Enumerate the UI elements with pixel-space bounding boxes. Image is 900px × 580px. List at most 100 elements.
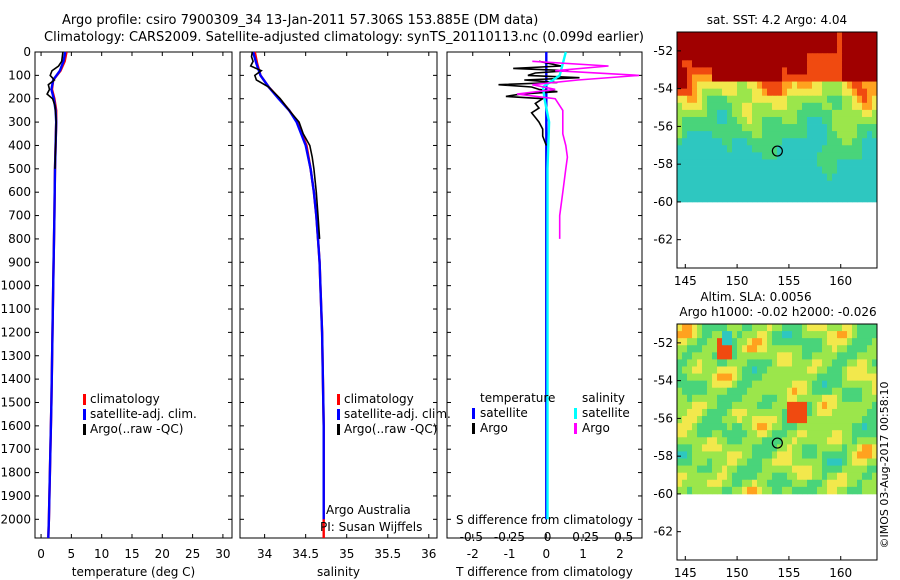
sla_map-cell bbox=[847, 472, 853, 481]
sst_map-cell bbox=[762, 67, 768, 75]
sst_map-cell bbox=[767, 131, 773, 139]
sla_map-cell bbox=[837, 423, 843, 431]
sst_map-cell bbox=[862, 102, 868, 111]
sst_map-cell bbox=[692, 81, 698, 90]
sla_map-cell bbox=[812, 373, 818, 382]
sla_map-cell bbox=[717, 408, 723, 417]
sla_map-cell bbox=[757, 373, 763, 382]
sst_map-cell bbox=[857, 67, 863, 75]
sla_map-cell bbox=[732, 486, 738, 495]
sla_map-cell bbox=[677, 423, 683, 431]
sla_map-cell bbox=[732, 479, 738, 488]
sla_map-cell bbox=[737, 345, 743, 353]
sst_map-cell bbox=[762, 124, 768, 132]
sst_map-cell bbox=[717, 159, 723, 167]
sst_map-cell bbox=[787, 138, 793, 146]
sst_map-cell bbox=[692, 53, 698, 61]
sst_map-cell bbox=[827, 159, 833, 167]
sst_map-cell bbox=[822, 116, 828, 125]
sst_map-cell bbox=[747, 53, 753, 61]
sla_map-cell bbox=[692, 408, 698, 417]
sla_map-cell bbox=[697, 324, 703, 332]
sla_map-cell bbox=[822, 408, 828, 417]
sla_map-cell bbox=[847, 401, 853, 410]
sst_map-cell bbox=[762, 180, 768, 189]
sla_map-cell bbox=[827, 324, 833, 332]
sst_map-cell bbox=[807, 88, 813, 97]
sst_map-cell bbox=[832, 138, 838, 146]
sst_map-cell bbox=[872, 109, 878, 118]
sst_map-cell bbox=[802, 60, 808, 68]
sla_map-cell bbox=[727, 380, 733, 389]
sla_map-cell bbox=[677, 373, 683, 382]
sla_map-cell bbox=[682, 479, 688, 488]
sst_map-cell bbox=[722, 166, 728, 174]
sst_map-cell bbox=[847, 173, 853, 182]
depth-tick-label: 1800 bbox=[0, 466, 31, 480]
sst_map-cell bbox=[832, 95, 838, 104]
sst_map-cell bbox=[842, 159, 848, 167]
sla_map-cell bbox=[707, 486, 713, 495]
sst_map-cell bbox=[677, 116, 683, 125]
sst_map-cell bbox=[822, 173, 828, 182]
sla_map-cell bbox=[742, 444, 748, 452]
sla_map-cell bbox=[752, 408, 758, 417]
sst_map-cell bbox=[707, 159, 713, 167]
sst_map-cell bbox=[817, 67, 823, 75]
sla_map-cell bbox=[792, 394, 798, 403]
sla_map-cell bbox=[792, 472, 798, 481]
sst_map-cell bbox=[782, 187, 788, 196]
sla_map-cell bbox=[737, 408, 743, 417]
sst_map-cell bbox=[842, 53, 848, 61]
sst_map-cell bbox=[797, 124, 803, 132]
sla_map-cell bbox=[822, 338, 828, 346]
sla_map-cell bbox=[872, 338, 878, 346]
sst_map-cell bbox=[842, 173, 848, 182]
sla_map-cell bbox=[757, 387, 763, 396]
sst_map-cell bbox=[762, 60, 768, 68]
sst_map-lon-tick-label: 150 bbox=[726, 274, 749, 288]
sla_map-cell bbox=[732, 366, 738, 374]
diff-legend-swatch bbox=[574, 423, 577, 434]
sla_map-cell bbox=[872, 366, 878, 374]
sla_map-cell bbox=[772, 380, 778, 389]
sst_map-cell bbox=[682, 53, 688, 61]
sst_map-cell bbox=[777, 102, 783, 111]
sla_map-cell bbox=[832, 338, 838, 346]
sst_map-cell bbox=[797, 46, 803, 54]
sst_map-cell bbox=[772, 53, 778, 61]
sla_map-cell bbox=[677, 437, 683, 445]
sla_map-cell bbox=[792, 479, 798, 488]
sla_map-cell bbox=[847, 338, 853, 346]
sst_map-cell bbox=[697, 159, 703, 167]
temperature-xtick-label: 15 bbox=[124, 547, 139, 561]
sla_map-cell bbox=[747, 451, 753, 459]
sla_map-cell bbox=[722, 380, 728, 389]
sla_map-cell bbox=[772, 324, 778, 332]
sst_map-cell bbox=[747, 145, 753, 153]
depth-tick-label: 700 bbox=[8, 209, 31, 223]
temperature-xtick-label: 20 bbox=[155, 547, 170, 561]
sla_map-cell bbox=[697, 479, 703, 488]
differences-plot-frame bbox=[446, 51, 643, 539]
sla_map-cell bbox=[792, 338, 798, 346]
sla_map-cell bbox=[847, 486, 853, 495]
sla_map-cell bbox=[692, 373, 698, 382]
sla_map-cell bbox=[807, 486, 813, 495]
sla_map-cell bbox=[812, 423, 818, 431]
sst_map-cell bbox=[677, 173, 683, 182]
sla_map-cell bbox=[777, 451, 783, 459]
sst_map-cell bbox=[712, 109, 718, 118]
sst_map-cell bbox=[747, 74, 753, 82]
sla_map-cell bbox=[827, 479, 833, 488]
sla_map-cell bbox=[767, 451, 773, 459]
sla_map-cell bbox=[717, 437, 723, 445]
sla_map-cell bbox=[702, 352, 708, 360]
sla-map-subtitle: Argo h1000: -0.02 h2000: -0.026 bbox=[679, 305, 876, 319]
sla_map-cell bbox=[857, 479, 863, 488]
sst_map-cell bbox=[797, 180, 803, 189]
sla_map-cell bbox=[842, 423, 848, 431]
sla_map-cell bbox=[842, 387, 848, 396]
sla_map-cell bbox=[707, 423, 713, 431]
sla_map-cell bbox=[847, 331, 853, 339]
